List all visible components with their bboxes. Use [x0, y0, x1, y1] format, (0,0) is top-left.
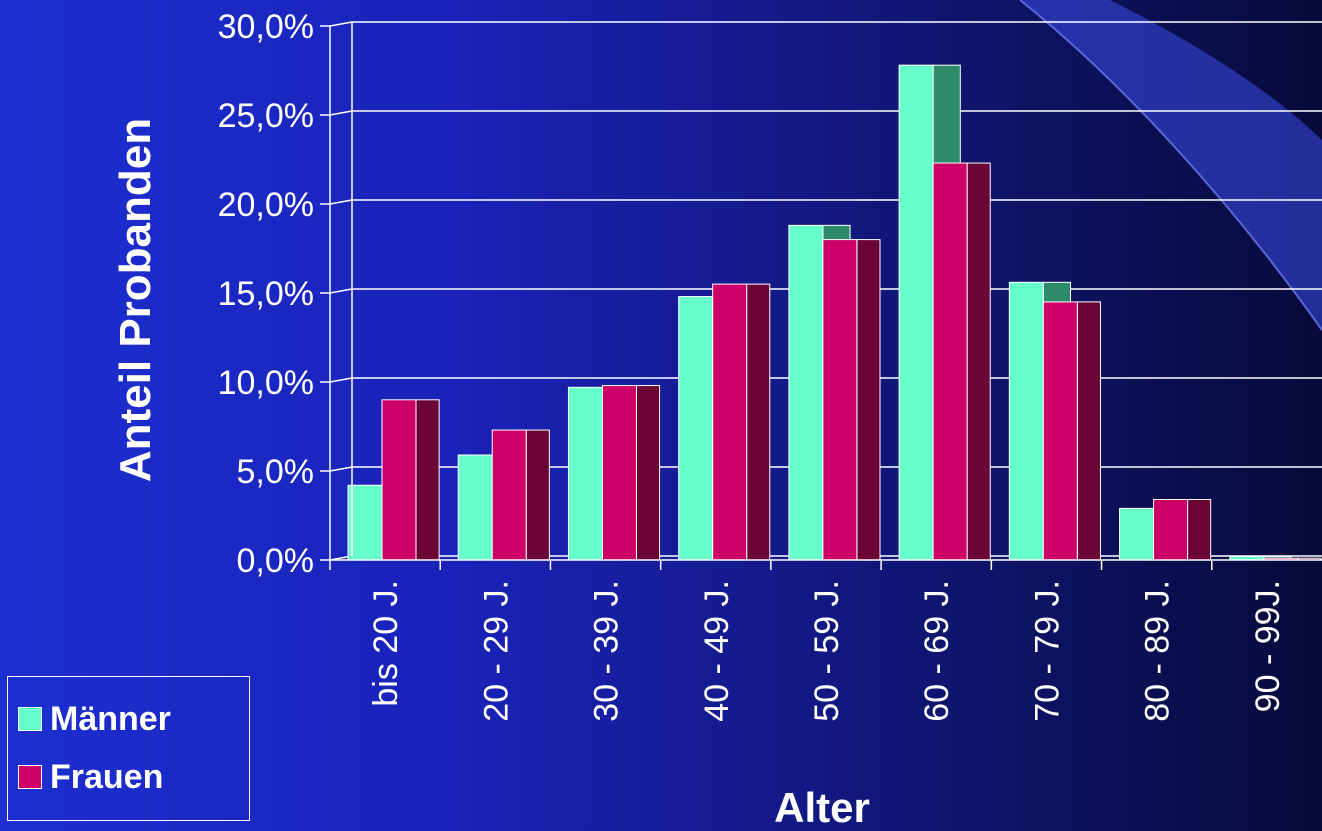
bar-frauen-side	[525, 429, 550, 561]
bar-frauen	[1042, 301, 1078, 561]
bar-maenner	[1008, 281, 1044, 561]
gridline-wall	[329, 110, 353, 116]
gridline-wall	[329, 466, 353, 472]
legend: Männer Frauen	[7, 676, 250, 821]
bar-frauen-side	[856, 239, 881, 561]
x-tick-label: 80 - 89 J.	[1139, 580, 1177, 722]
legend-item-maenner: Männer	[18, 699, 171, 739]
bar-maenner	[457, 454, 493, 561]
y-tick-label: 5,0%	[237, 453, 315, 491]
x-tick-label: 30 - 39 J.	[588, 580, 626, 722]
bar-frauen-side	[635, 385, 661, 561]
legend-label-maenner: Männer	[50, 699, 171, 738]
legend-label-frauen: Frauen	[50, 757, 164, 796]
bar-maenner	[788, 224, 824, 561]
bar-frauen	[491, 429, 527, 561]
x-tick-label: 90 - 99J.	[1249, 580, 1287, 712]
gridline-wall	[329, 21, 353, 27]
x-tick-label: 60 - 69 J.	[918, 580, 956, 722]
x-tick-label: 20 - 29 J.	[477, 580, 515, 722]
bar-maenner	[567, 386, 603, 561]
bar-frauen	[1153, 498, 1189, 561]
bar-frauen-side	[746, 283, 771, 561]
decorative-swoosh-line	[1019, 0, 1322, 331]
bar-frauen	[712, 283, 748, 561]
bar-frauen-side	[966, 162, 991, 561]
bar-maenner	[347, 484, 383, 561]
bar-maenner	[1119, 507, 1155, 561]
bar-frauen-side	[1076, 301, 1101, 561]
x-tick-label: 50 - 59 J.	[808, 580, 846, 722]
gridline-wall	[329, 288, 353, 294]
x-axis-label: Alter	[774, 784, 870, 831]
y-tick-label: 20,0%	[218, 186, 314, 224]
bar-frauen-side	[1187, 498, 1212, 561]
y-tick-label: 25,0%	[218, 97, 314, 135]
y-tick-label: 15,0%	[218, 275, 314, 313]
x-tick-label: 40 - 49 J.	[698, 580, 736, 722]
legend-swatch-maenner	[18, 707, 42, 731]
y-axis-label: Anteil Probanden	[111, 118, 160, 482]
y-tick-label: 10,0%	[218, 364, 314, 402]
gridline-wall	[329, 377, 353, 383]
bar-maenner	[898, 64, 934, 561]
decorative-swoosh	[1020, 0, 1322, 330]
y-tick-label: 0,0%	[237, 542, 315, 580]
bar-frauen	[381, 399, 417, 561]
gridline-wall	[329, 199, 353, 205]
bar-frauen	[822, 239, 858, 561]
bar-frauen	[601, 385, 637, 561]
bar-frauen-side	[415, 399, 440, 561]
legend-item-frauen: Frauen	[18, 757, 163, 797]
bar-maenner	[678, 296, 714, 561]
y-tick-label: 30,0%	[218, 8, 314, 46]
x-tick-label: bis 20 J.	[367, 580, 405, 707]
x-tick-label: 70 - 79 J.	[1028, 580, 1066, 722]
bar-frauen	[932, 162, 968, 561]
legend-swatch-frauen	[18, 765, 42, 789]
